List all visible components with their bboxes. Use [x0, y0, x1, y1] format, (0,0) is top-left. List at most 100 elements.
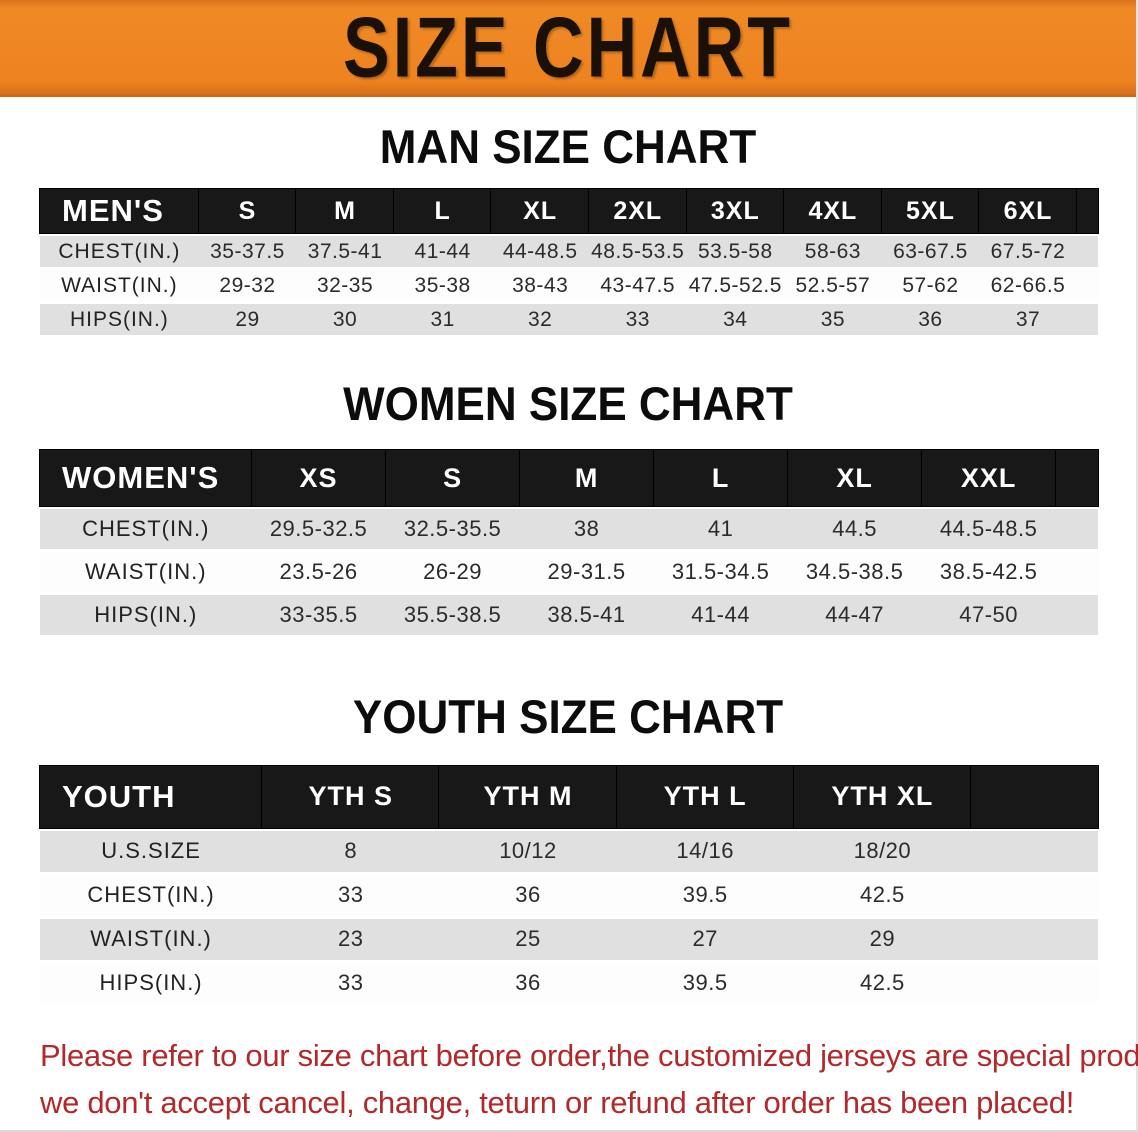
- women-row-2-value-4: 44-47: [787, 595, 922, 636]
- women-size-header-2: M: [519, 450, 654, 507]
- men-row-0-value-4: 48.5-53.5: [588, 236, 687, 268]
- men-row-1-value-4: 43-47.5: [588, 270, 687, 302]
- section-men: MAN SIZE CHART MEN'S S M L XL 2XL 3XL 4XL 5XL 6XL C…: [0, 120, 1136, 338]
- youth-row-3-value-0: 33: [262, 962, 440, 1004]
- men-row-2-value-7: 36: [881, 304, 980, 336]
- men-row-0-value-8: 67.5-72: [979, 236, 1077, 268]
- youth-row-3-value-1: 36: [439, 962, 617, 1004]
- women-size-header-3: L: [653, 450, 788, 507]
- youth-size-header-3: YTH XL: [793, 765, 971, 828]
- women-row-label-2: HIPS(IN.): [40, 595, 252, 636]
- men-row-2-value-1: 30: [296, 304, 394, 336]
- youth-row-label-3: HIPS(IN.): [40, 962, 263, 1004]
- men-row-0-value-6: 58-63: [784, 236, 882, 268]
- men-row-1-filler: [1076, 270, 1098, 302]
- youth-size-header-0: YTH S: [262, 765, 440, 828]
- women-row-1-value-1: 26-29: [385, 552, 520, 593]
- youth-row-1-value-3: 42.5: [793, 874, 971, 916]
- women-size-header-5: XXL: [921, 450, 1056, 507]
- men-row-0-filler: [1076, 236, 1098, 268]
- men-row-1-value-6: 52.5-57: [784, 270, 882, 302]
- youth-row-label-0: U.S.SIZE: [40, 830, 263, 872]
- section-women: WOMEN SIZE CHART WOMEN'S XS S M L XL XXL CHEST(I…: [0, 378, 1136, 638]
- women-row-2-value-5: 47-50: [921, 595, 1056, 636]
- size-table-youth: YOUTH YTH S YTH M YTH L YTH XL U.S.SIZE 8 10/12…: [40, 763, 1098, 1007]
- women-row-0-value-5: 44.5-48.5: [921, 509, 1056, 550]
- women-row-0: CHEST(IN.) 29.5-32.5 32.5-35.5 38 41 44.5 44.5…: [40, 509, 1098, 550]
- women-row-label-1: WAIST(IN.): [40, 552, 252, 593]
- men-row-1-value-1: 32-35: [296, 270, 394, 302]
- men-row-0: CHEST(IN.) 35-37.5 37.5-41 41-44 44-48.5 48.5…: [40, 236, 1098, 268]
- youth-row-1-value-2: 39.5: [616, 874, 794, 916]
- men-row-label-0: CHEST(IN.): [40, 236, 199, 268]
- women-row-2-value-2: 38.5-41: [519, 595, 654, 636]
- section-heading-men: MAN SIZE CHART: [379, 120, 757, 174]
- youth-header-filler: [970, 765, 1098, 828]
- men-header-filler: [1076, 189, 1098, 234]
- youth-row-2-filler: [970, 918, 1098, 960]
- youth-row-2-value-3: 29: [793, 918, 971, 960]
- youth-row-3-value-2: 39.5: [616, 962, 794, 1004]
- men-row-2-value-4: 33: [588, 304, 687, 336]
- youth-row-2-value-1: 25: [439, 918, 617, 960]
- women-row-2-value-3: 41-44: [653, 595, 788, 636]
- women-row-1: WAIST(IN.) 23.5-26 26-29 29-31.5 31.5-34.5 34…: [40, 552, 1098, 593]
- men-row-2-value-3: 32: [491, 304, 589, 336]
- youth-row-label-1: CHEST(IN.): [40, 874, 263, 916]
- men-size-header-8: 6XL: [979, 189, 1077, 234]
- men-row-1-value-3: 38-43: [491, 270, 589, 302]
- disclaimer: Please refer to our size chart before or…: [40, 1032, 1138, 1127]
- men-row-2-value-2: 31: [393, 304, 492, 336]
- banner: SIZE CHART: [0, 0, 1136, 97]
- women-size-header-1: S: [385, 450, 520, 507]
- men-size-header-3: XL: [491, 189, 589, 234]
- men-size-header-1: M: [296, 189, 394, 234]
- youth-size-header-2: YTH L: [616, 765, 794, 828]
- women-header-filler: [1055, 450, 1098, 507]
- men-row-label-1: WAIST(IN.): [40, 270, 199, 302]
- women-row-2: HIPS(IN.) 33-35.5 35.5-38.5 38.5-41 41-44 44-…: [40, 595, 1098, 636]
- section-youth: YOUTH SIZE CHART YOUTH YTH S YTH M YTH L YTH …: [0, 693, 1136, 1006]
- women-row-1-value-0: 23.5-26: [251, 552, 386, 593]
- size-table-men: MEN'S S M L XL 2XL 3XL 4XL 5XL 6XL CHEST(IN.) 35-37…: [40, 186, 1098, 338]
- women-row-2-value-0: 33-35.5: [251, 595, 386, 636]
- men-row-1-value-2: 35-38: [393, 270, 492, 302]
- men-row-2-value-5: 34: [686, 304, 785, 336]
- men-row-1-value-0: 29-32: [198, 270, 297, 302]
- women-row-0-filler: [1055, 509, 1098, 550]
- men-group-header: MEN'S: [40, 189, 199, 234]
- men-row-1-value-8: 62-66.5: [979, 270, 1077, 302]
- men-row-label-2: HIPS(IN.): [40, 304, 199, 336]
- men-size-header-0: S: [198, 189, 297, 234]
- youth-group-header: YOUTH: [40, 765, 263, 828]
- disclaimer-line-1: Please refer to our size chart before or…: [40, 1037, 1138, 1073]
- men-row-2-filler: [1076, 304, 1098, 336]
- banner-title: SIZE CHART: [343, 0, 793, 95]
- women-row-0-value-4: 44.5: [787, 509, 922, 550]
- men-size-header-4: 2XL: [588, 189, 687, 234]
- women-row-0-value-2: 38: [519, 509, 654, 550]
- men-row-1: WAIST(IN.) 29-32 32-35 35-38 38-43 43-47.5 47.…: [40, 270, 1098, 302]
- disclaimer-line-2: we don't accept cancel, change, teturn o…: [40, 1084, 1075, 1120]
- men-row-0-value-5: 53.5-58: [686, 236, 785, 268]
- youth-row-0-value-0: 8: [262, 830, 440, 872]
- youth-row-0-value-3: 18/20: [793, 830, 971, 872]
- men-row-2-value-8: 37: [979, 304, 1077, 336]
- women-size-header-4: XL: [787, 450, 922, 507]
- women-row-1-value-3: 31.5-34.5: [653, 552, 788, 593]
- women-row-0-value-1: 32.5-35.5: [385, 509, 520, 550]
- men-row-0-value-7: 63-67.5: [881, 236, 980, 268]
- youth-row-0-value-1: 10/12: [439, 830, 617, 872]
- youth-row-1-value-0: 33: [262, 874, 440, 916]
- men-row-0-value-0: 35-37.5: [198, 236, 297, 268]
- section-heading-women: WOMEN SIZE CHART: [343, 378, 793, 431]
- youth-row-1: CHEST(IN.) 33 36 39.5 42.5: [40, 874, 1098, 916]
- youth-row-0-filler: [970, 830, 1098, 872]
- men-size-header-2: L: [393, 189, 492, 234]
- women-row-1-value-2: 29-31.5: [519, 552, 654, 593]
- men-row-2-value-0: 29: [198, 304, 297, 336]
- women-row-0-value-3: 41: [653, 509, 788, 550]
- men-row-1-value-7: 57-62: [881, 270, 980, 302]
- size-table-women: WOMEN'S XS S M L XL XXL CHEST(IN.) 29.5-32.5 32.5…: [40, 447, 1098, 638]
- men-size-header-7: 5XL: [881, 189, 980, 234]
